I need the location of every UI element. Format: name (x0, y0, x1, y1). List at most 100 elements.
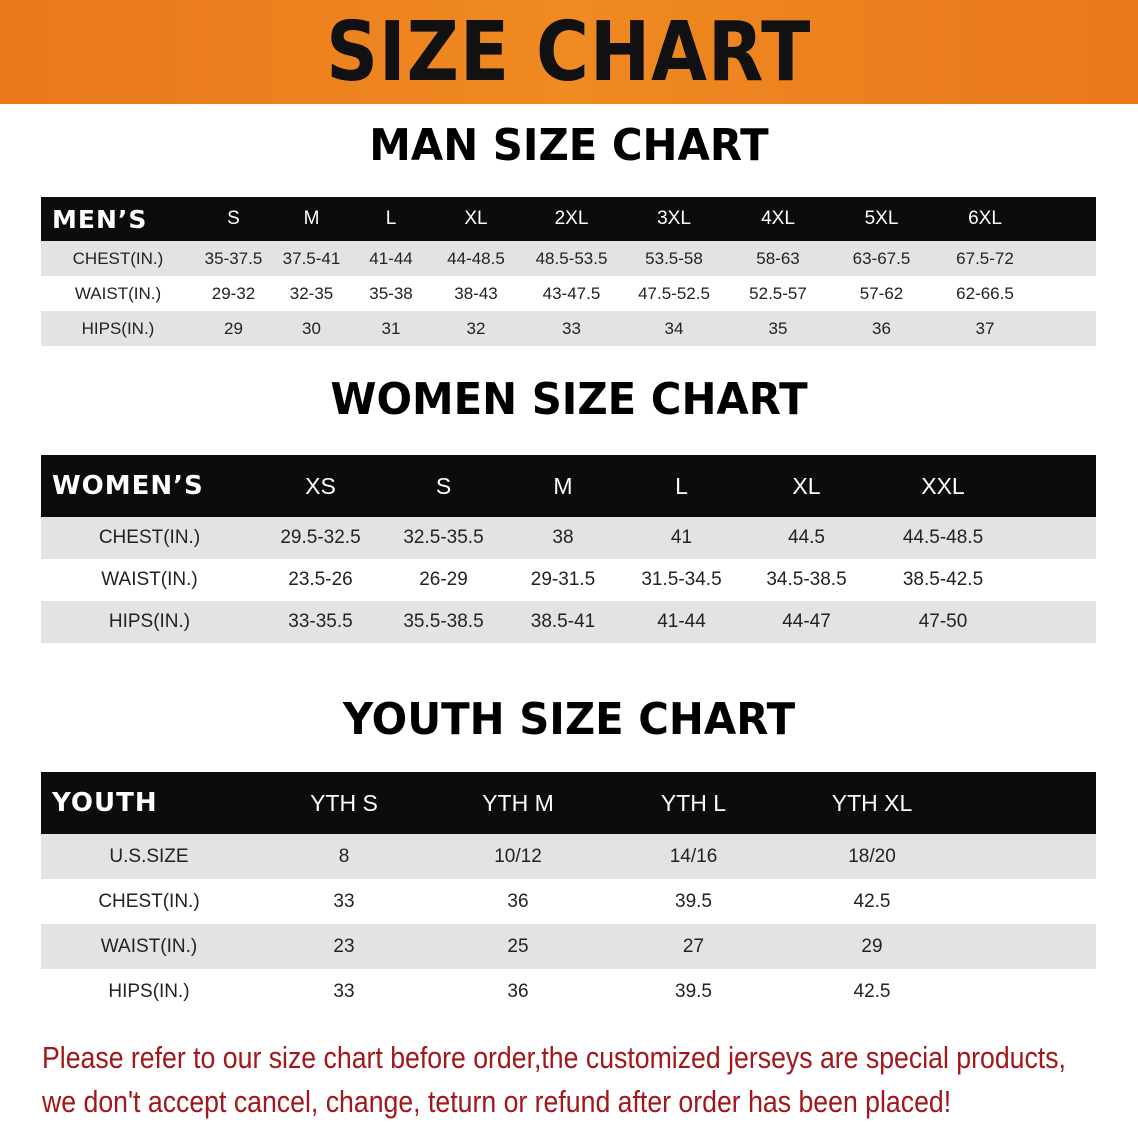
youth-header-row: YOUTH YTH S YTH M YTH L YTH XL (41, 772, 1096, 834)
measurement-value: 41 (670, 527, 693, 548)
women-header-row: WOMEN’S XS S M L XL XXL (41, 455, 1096, 517)
measurement-value: 31.5-34.5 (641, 569, 722, 590)
size-header: 4XL (761, 208, 795, 229)
measurement-value: 52.5-57 (749, 283, 807, 303)
measurement-value: 33 (333, 980, 355, 1002)
measurement-value: 33 (333, 890, 355, 912)
size-header: XXL (921, 472, 965, 499)
measurement-value: 42.5 (853, 890, 891, 912)
size-header: 2XL (554, 208, 589, 229)
table-label-header: MEN’S (52, 204, 148, 234)
size-header: M (553, 472, 573, 499)
measurement-value: 35 (768, 318, 788, 338)
measurement-label: HIPS(IN.) (108, 611, 191, 632)
men-header-row: MEN’S S M L XL 2XL 3XL 4XL 5XL 6XL (41, 197, 1096, 241)
youth-size-table: YOUTH YTH S YTH M YTH L YTH XL U.S.SIZE 8 10/12… (41, 772, 1096, 1014)
measurement-value: 35.5-38.5 (403, 611, 484, 632)
size-header: XS (305, 472, 336, 499)
measurement-value: 34 (664, 318, 684, 338)
measurement-value: 26-29 (419, 569, 468, 590)
men-table-row: WAIST(IN.) 29-32 32-35 35-38 38-43 43-47.5 47.… (41, 276, 1096, 311)
youth-section-title: YOUTH SIZE CHART (342, 694, 796, 745)
youth-table-row: CHEST(IN.) 33 36 39.5 42.5 (41, 879, 1096, 924)
size-header: 5XL (864, 208, 899, 229)
measurement-value: 39.5 (675, 890, 712, 912)
measurement-value: 32.5-35.5 (403, 527, 484, 548)
size-header: M (303, 208, 320, 229)
size-header: XL (464, 208, 488, 229)
table-label-header: YOUTH (52, 788, 158, 818)
size-header: L (385, 208, 397, 229)
measurement-label: U.S.SIZE (109, 845, 189, 867)
measurement-value: 57-62 (859, 283, 904, 303)
measurement-value: 14/16 (669, 845, 718, 867)
measurement-value: 41-44 (369, 248, 413, 268)
measurement-value: 33 (562, 318, 581, 338)
measurement-value: 44-48.5 (447, 248, 505, 268)
measurement-label: WAIST(IN.) (101, 569, 198, 590)
size-header: 6XL (968, 208, 1002, 229)
women-size-table: WOMEN’S XS S M L XL XXL CHEST(IN.) 29.5-32.5 32.5… (41, 455, 1096, 643)
table-label-header: WOMEN’S (52, 471, 204, 501)
size-header: S (435, 472, 452, 499)
women-table-row: WAIST(IN.) 23.5-26 26-29 29-31.5 31.5-34.5 34… (41, 559, 1096, 601)
measurement-value: 29-31.5 (530, 569, 596, 590)
size-header: S (227, 208, 240, 229)
size-chart-banner: SIZE CHART (0, 0, 1138, 104)
measurement-value: 31 (381, 318, 401, 338)
measurement-value: 34.5-38.5 (766, 569, 847, 590)
order-notice-line-1: Please refer to our size chart before or… (42, 1040, 1066, 1075)
measurement-value: 29-32 (211, 283, 256, 303)
measurement-value: 33-35.5 (288, 611, 353, 632)
measurement-value: 44.5-48.5 (902, 527, 984, 548)
measurement-value: 35-37.5 (204, 248, 263, 268)
men-size-table: MEN’S S M L XL 2XL 3XL 4XL 5XL 6XL CHEST(IN.) 35-37… (41, 197, 1096, 346)
women-table-row: CHEST(IN.) 29.5-32.5 32.5-35.5 38 41 44.5 44.5… (41, 517, 1096, 559)
women-table-row: HIPS(IN.) 33-35.5 35.5-38.5 38.5-41 41-44 44-… (41, 601, 1096, 643)
measurement-value: 63-67.5 (852, 248, 911, 268)
measurement-label: CHEST(IN.) (72, 248, 164, 268)
measurement-value: 36 (507, 980, 529, 1002)
measurement-value: 47-50 (918, 611, 968, 632)
order-notice: Please refer to our size chart before or… (42, 1036, 1134, 1124)
measurement-value: 41-44 (657, 611, 706, 632)
measurement-value: 35-38 (369, 283, 413, 303)
measurement-value: 62-66.5 (956, 283, 1014, 303)
measurement-value: 27 (682, 935, 705, 957)
measurement-value: 32 (466, 318, 486, 338)
size-header: YTH M (482, 789, 554, 816)
measurement-value: 10/12 (494, 845, 542, 867)
measurement-value: 37.5-41 (282, 248, 341, 268)
measurement-label: HIPS(IN.) (81, 318, 155, 338)
measurement-value: 44.5 (788, 527, 825, 548)
measurement-value: 29 (224, 318, 243, 338)
measurement-value: 53.5-58 (645, 248, 703, 268)
measurement-value: 18/20 (848, 845, 896, 867)
measurement-value: 32-35 (289, 283, 334, 303)
measurement-label: WAIST(IN.) (100, 935, 198, 957)
size-header: L (675, 472, 688, 499)
measurement-value: 38.5-41 (530, 611, 596, 632)
measurement-value: 25 (507, 935, 529, 957)
measurement-value: 36 (507, 890, 529, 912)
men-table-row: CHEST(IN.) 35-37.5 37.5-41 41-44 44-48.5 48.5… (41, 241, 1096, 276)
measurement-value: 42.5 (853, 980, 891, 1002)
size-header: YTH L (660, 789, 727, 816)
order-notice-line-2: we don't accept cancel, change, teturn o… (42, 1084, 952, 1119)
size-header: YTH XL (831, 789, 913, 816)
measurement-value: 44-47 (782, 611, 831, 632)
measurement-value: 39.5 (675, 980, 712, 1002)
measurement-label: HIPS(IN.) (108, 980, 190, 1002)
banner-title: SIZE CHART (326, 4, 812, 100)
measurement-value: 43-47.5 (542, 283, 601, 303)
size-header: 3XL (657, 208, 691, 229)
measurement-value: 29 (861, 935, 883, 957)
size-header: XL (792, 472, 821, 499)
youth-table-row: WAIST(IN.) 23 25 27 29 (41, 924, 1096, 969)
men-table-row: HIPS(IN.) 29 30 31 32 33 34 35 36 37 (41, 311, 1096, 346)
size-header: YTH S (310, 789, 378, 816)
women-section-title: WOMEN SIZE CHART (330, 374, 808, 425)
measurement-label: CHEST(IN.) (98, 890, 200, 912)
measurement-value: 23 (333, 935, 355, 957)
measurement-value: 23.5-26 (288, 569, 353, 590)
